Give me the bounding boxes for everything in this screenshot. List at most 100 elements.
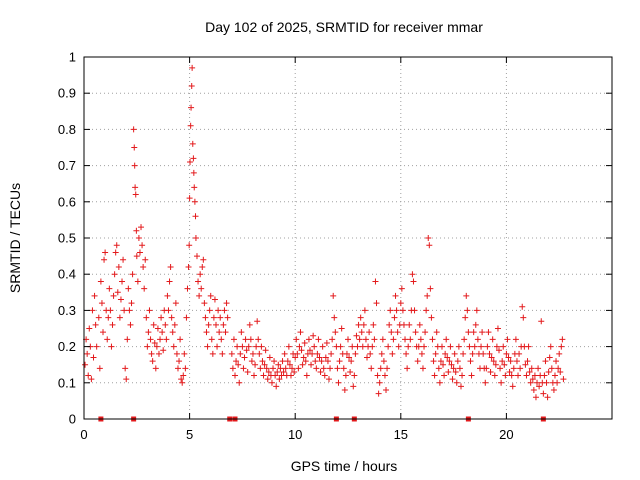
data-point [352, 350, 359, 357]
data-point [170, 343, 177, 350]
data-point [151, 339, 158, 346]
data-point [131, 144, 138, 151]
data-point [532, 394, 539, 401]
data-point [240, 365, 247, 372]
data-point [519, 303, 526, 310]
data-point [385, 343, 392, 350]
data-point [467, 358, 474, 365]
data-point [123, 376, 130, 383]
data-point [405, 343, 412, 350]
data-point [271, 358, 278, 365]
data-point [432, 350, 439, 357]
data-point [277, 365, 284, 372]
data-point [89, 307, 96, 314]
data-point [168, 314, 175, 321]
y-tick-label: 0.1 [58, 375, 76, 390]
data-point [132, 184, 139, 191]
data-point [362, 336, 369, 343]
data-point [98, 300, 105, 307]
data-point [279, 358, 286, 365]
data-point [82, 361, 89, 368]
data-point [410, 278, 417, 285]
data-point [316, 354, 323, 361]
data-point [147, 336, 154, 343]
x-tick-label: 5 [186, 427, 193, 442]
data-point [547, 343, 554, 350]
data-point [540, 390, 547, 397]
data-point [139, 242, 146, 249]
data-point [192, 235, 199, 241]
data-point [321, 372, 328, 379]
data-point [461, 336, 468, 343]
data-point [465, 329, 472, 336]
data-point [407, 336, 414, 343]
data-point [435, 365, 442, 372]
data-point [314, 350, 321, 357]
data-point [451, 350, 458, 357]
data-point [208, 336, 215, 343]
data-point [272, 372, 279, 379]
data-point [504, 336, 511, 343]
axis-ticks: 00.10.20.30.40.50.60.70.80.910 5 10 15 20 [58, 50, 612, 442]
data-point [188, 104, 195, 111]
data-point [236, 379, 243, 386]
data-point [249, 350, 256, 357]
data-point [189, 140, 196, 147]
data-point [102, 249, 109, 256]
data-point [119, 278, 126, 285]
data-point [110, 292, 117, 299]
data-point [125, 285, 132, 292]
data-point [528, 365, 535, 372]
data-point [120, 256, 127, 263]
data-point [193, 253, 200, 260]
data-point [126, 307, 133, 314]
data-point [348, 358, 355, 365]
data-point [337, 343, 344, 350]
data-point [121, 307, 128, 314]
data-point [437, 358, 444, 365]
data-point [486, 350, 493, 357]
data-point [390, 336, 397, 343]
data-point [223, 300, 230, 307]
data-points [82, 64, 567, 401]
data-point [258, 343, 265, 350]
data-point [335, 379, 342, 386]
data-point [538, 318, 545, 325]
data-point [383, 387, 390, 394]
data-point [369, 343, 376, 350]
data-point [97, 278, 104, 285]
data-point [320, 365, 327, 372]
data-point [133, 227, 140, 234]
x-tick-label: 0 [80, 427, 87, 442]
data-point [400, 321, 407, 328]
data-point [510, 365, 517, 372]
data-point [472, 321, 479, 328]
data-point [278, 372, 285, 379]
data-point [302, 358, 309, 365]
y-tick-label: 0.6 [58, 194, 76, 209]
data-point [399, 307, 406, 314]
data-point [191, 184, 198, 191]
data-point [358, 329, 365, 336]
data-point [371, 336, 378, 343]
data-point [184, 285, 191, 292]
data-point [146, 307, 153, 314]
y-axis-label: SRMTID / TECUs [7, 183, 23, 293]
data-point [520, 314, 527, 321]
data-point [241, 354, 248, 361]
data-point [455, 343, 462, 350]
data-point [276, 376, 283, 383]
y-tick-label: 0.9 [58, 86, 76, 101]
data-point [427, 285, 434, 292]
data-point [296, 343, 303, 350]
data-point [381, 372, 388, 379]
data-point [300, 354, 307, 361]
data-point [245, 343, 252, 350]
data-point [270, 365, 277, 372]
data-point [446, 358, 453, 365]
data-point [233, 358, 240, 365]
data-point [526, 368, 533, 375]
data-point [430, 358, 437, 365]
data-point [186, 242, 193, 249]
